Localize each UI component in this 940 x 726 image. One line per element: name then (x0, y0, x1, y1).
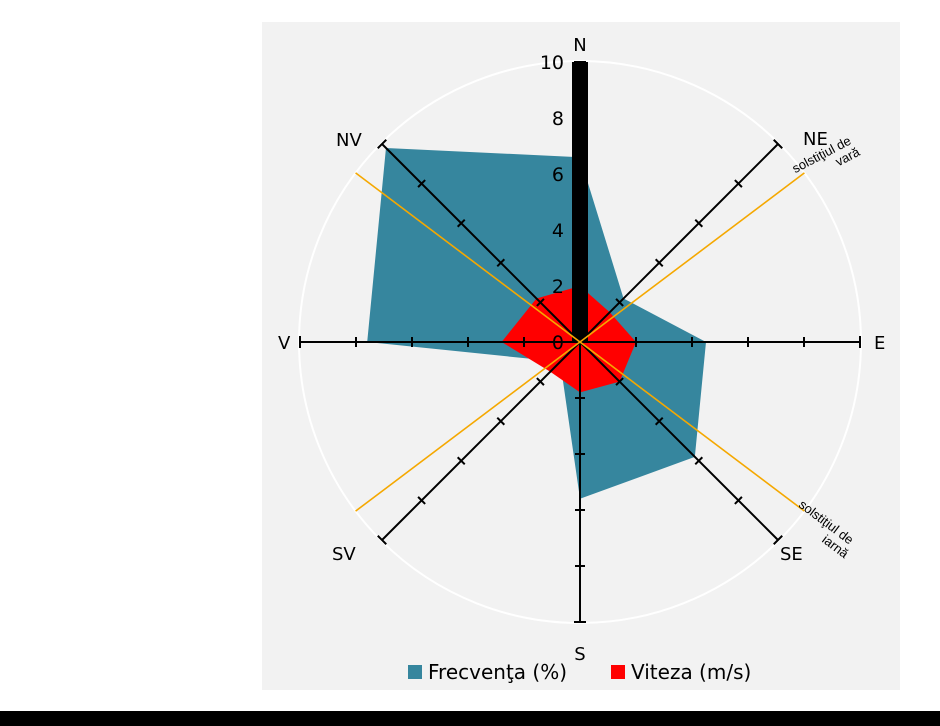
legend-label-viteza: Viteza (m/s) (631, 660, 751, 684)
radial-tick-label-0: 0 (552, 332, 564, 354)
axis-NE-tick-8 (734, 179, 743, 188)
axis-SE-tick-6 (694, 456, 704, 466)
radial-tick-label-4: 4 (552, 220, 564, 242)
axis-NV-tick-4 (496, 258, 506, 268)
direction-label-V: V (278, 333, 291, 354)
direction-label-SE: SE (780, 544, 803, 565)
series-layer (367, 147, 707, 499)
axis-SV-tick-6 (456, 456, 466, 466)
radial-tick-label-6: 6 (552, 164, 564, 186)
axis-NV-tick-6 (456, 218, 466, 228)
axis-SV (381, 341, 581, 541)
axis-SE-tick-10 (773, 535, 783, 545)
axis-SE-tick-8 (734, 496, 743, 505)
radial-tick-label-2: 2 (552, 276, 564, 298)
radial-tick-label-10: 10 (540, 52, 564, 74)
axis-SV-tick-10 (377, 535, 387, 545)
direction-label-E: E (874, 333, 885, 354)
axis-SV-tick-4 (496, 416, 506, 426)
radial-tick-label-8: 8 (552, 108, 564, 130)
north-bar (572, 62, 588, 342)
direction-label-S: S (574, 644, 585, 665)
axis-NV (381, 143, 581, 343)
axis-NE-tick-10 (773, 139, 783, 149)
axis-SV-tick-8 (417, 496, 426, 505)
axis-NE-tick-6 (694, 218, 704, 228)
direction-label-layer: N NE E SE S SV V NV (278, 35, 885, 665)
axis-NE-tick-4 (654, 258, 664, 268)
legend: Frecvenţa (%) Viteza (m/s) (408, 660, 751, 684)
axis-SE-tick-2 (615, 377, 624, 386)
axis-NE (579, 143, 779, 343)
legend-swatch-frecventa (408, 665, 422, 679)
north-bar-layer (572, 62, 588, 342)
solstice-line-1 (355, 172, 805, 512)
direction-label-SV: SV (332, 544, 356, 565)
bottom-black-bar (0, 711, 940, 726)
axis-NV-tick-8 (417, 179, 426, 188)
direction-label-NV: NV (336, 130, 362, 151)
direction-label-N: N (573, 35, 586, 56)
axis-NV-tick-10 (377, 139, 387, 149)
legend-swatch-viteza (611, 665, 625, 679)
tick-label-layer: 0 2 4 6 8 10 (540, 52, 564, 354)
axis-SE-tick-4 (654, 416, 664, 426)
direction-label-NE: NE (803, 129, 828, 150)
axis-SV-tick-2 (536, 377, 545, 386)
axis-SE (579, 341, 779, 541)
axis-NV-tick-2 (536, 298, 545, 307)
axis-NE-tick-2 (615, 298, 624, 307)
legend-label-frecventa: Frecvenţa (%) (428, 660, 567, 684)
